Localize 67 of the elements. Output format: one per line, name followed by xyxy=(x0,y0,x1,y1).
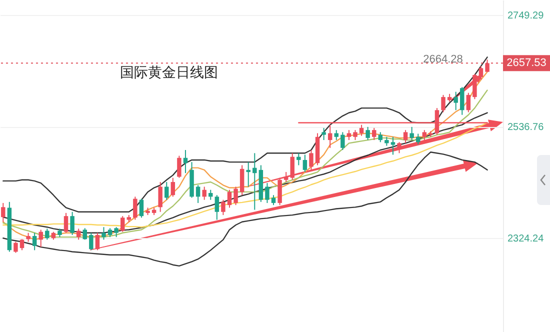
candlestick xyxy=(271,194,276,206)
y-tick-label: 2324.24 xyxy=(508,233,544,244)
y-tick-label: 2749.29 xyxy=(508,10,544,22)
candlestick xyxy=(214,194,220,220)
candlestick xyxy=(221,199,226,216)
candlestick xyxy=(177,155,182,178)
candlestick xyxy=(240,164,244,196)
candlestick xyxy=(76,228,81,240)
y-tick-label: 2536.76 xyxy=(508,122,544,134)
candlestick xyxy=(422,130,427,141)
candlestick xyxy=(302,154,308,173)
candlestick xyxy=(133,196,138,220)
candlestick xyxy=(82,228,87,240)
candlestick xyxy=(353,130,358,141)
candlestick xyxy=(296,152,301,166)
candlestick xyxy=(227,189,232,208)
candlestick xyxy=(309,150,314,170)
candlestick xyxy=(89,232,94,251)
candlestick xyxy=(114,226,118,238)
candlestick xyxy=(45,228,50,240)
candlestick xyxy=(416,133,420,145)
candlestick xyxy=(284,172,288,182)
candlestick xyxy=(278,177,282,206)
candlestick xyxy=(372,127,376,141)
candlestick xyxy=(38,229,43,248)
text: 国际黄金日线图 xyxy=(120,65,218,81)
candlestick xyxy=(397,142,402,154)
candlestick xyxy=(403,130,408,144)
candlestick xyxy=(346,130,352,141)
candlestick xyxy=(390,136,396,156)
candlestick xyxy=(441,94,446,113)
candlestick xyxy=(410,126,414,141)
candlestick xyxy=(202,186,206,200)
candlestick xyxy=(183,150,188,174)
candlestick xyxy=(340,132,345,151)
candlestick xyxy=(366,126,370,141)
candlestick xyxy=(234,186,238,206)
candlestick xyxy=(246,162,250,188)
candlestick xyxy=(120,216,125,232)
candlestick xyxy=(252,152,257,210)
candlestick xyxy=(64,212,68,234)
candlestick xyxy=(478,66,484,80)
candlestick xyxy=(164,181,169,200)
ref-line-label: 2657.53 xyxy=(506,57,546,70)
candlestick xyxy=(70,211,74,236)
line-series xyxy=(2,152,488,267)
candlestick xyxy=(290,152,294,180)
candlestick xyxy=(1,202,6,222)
candlestick xyxy=(158,181,162,212)
candlestick xyxy=(472,73,477,100)
candlestick xyxy=(322,127,326,141)
candlestick xyxy=(378,132,383,143)
candlestick xyxy=(170,177,176,198)
candlestick xyxy=(208,189,213,200)
candlestick xyxy=(334,130,338,141)
candlestick xyxy=(95,232,100,251)
candlestick xyxy=(265,182,270,204)
candlestick xyxy=(460,86,464,116)
candlestick xyxy=(14,241,18,254)
candlestick xyxy=(454,91,458,111)
candlestick xyxy=(196,184,200,204)
candlestick xyxy=(20,238,24,251)
annotation: 2664.28 xyxy=(423,54,463,66)
candlestick xyxy=(466,92,471,113)
candlestick xyxy=(32,232,37,251)
candlestick xyxy=(139,198,144,218)
candlestick xyxy=(102,226,106,240)
